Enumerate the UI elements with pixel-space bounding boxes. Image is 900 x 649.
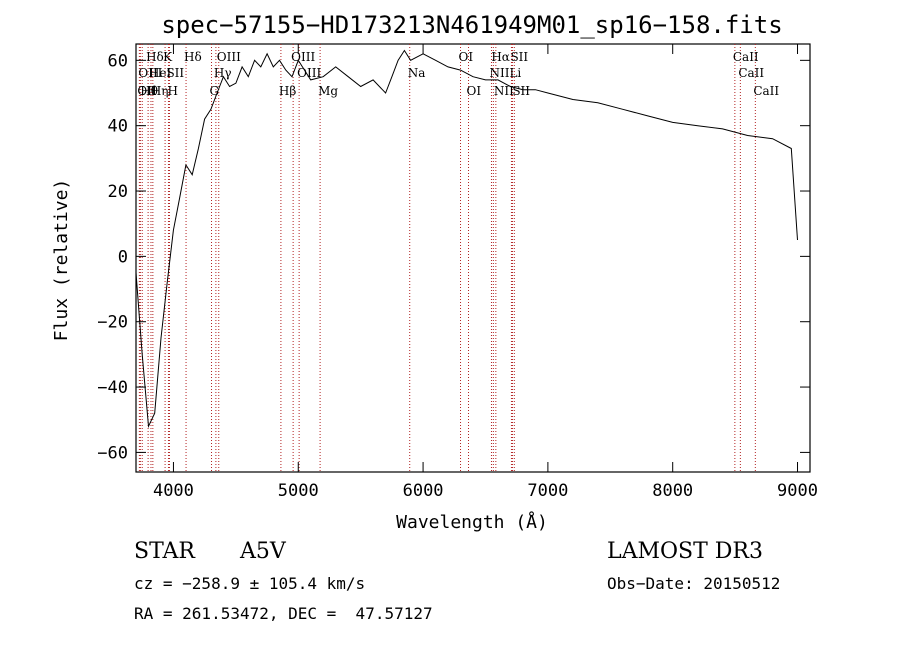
x-tick-label: 8000 xyxy=(652,481,693,501)
x-tick-label: 5000 xyxy=(278,481,319,501)
line-marker-label: HeI xyxy=(149,66,172,80)
line-marker-label: Hγ xyxy=(214,66,232,80)
line-marker-label: NII xyxy=(494,84,514,98)
y-tick-label: 60 xyxy=(108,51,128,71)
y-tick-label: 20 xyxy=(108,182,128,202)
chart-title: spec−57155−HD173213N461949M01_sp16−158.f… xyxy=(161,11,782,39)
obs-date: Obs−Date: 20150512 xyxy=(607,574,781,593)
line-marker-label: Hβ xyxy=(279,84,296,98)
line-marker-label: Li xyxy=(509,66,521,80)
line-markers xyxy=(138,44,756,472)
line-marker-label: Mg xyxy=(318,84,338,98)
line-marker-label: SII xyxy=(166,66,184,80)
line-marker-label: Na xyxy=(408,66,426,80)
line-marker-label: OII xyxy=(137,84,157,98)
line-marker-label: OI xyxy=(467,84,482,98)
line-marker-label: OIII xyxy=(291,50,315,64)
line-marker-label: CaII xyxy=(738,66,764,80)
line-marker-label: NII xyxy=(489,66,509,80)
y-tick-label: 40 xyxy=(108,117,128,137)
line-marker-label: Hη xyxy=(151,84,169,98)
spectral-subclass: A5V xyxy=(240,539,286,564)
line-marker-label: Hα xyxy=(491,50,510,64)
y-axis-label: Flux (relative) xyxy=(51,179,72,342)
object-type: STAR xyxy=(134,539,195,564)
x-tick-label: 7000 xyxy=(527,481,568,501)
line-marker-label: SII xyxy=(512,84,530,98)
x-tick-label: 4000 xyxy=(153,481,194,501)
y-tick-label: 0 xyxy=(118,247,128,267)
line-marker-label: Hδ xyxy=(146,50,164,64)
line-marker-label: OIII xyxy=(138,66,162,80)
coordinates: RA = 261.53472, DEC = 47.57127 xyxy=(134,604,433,623)
x-tick-label: 9000 xyxy=(777,481,818,501)
spectrum-line xyxy=(135,49,798,429)
line-marker-label: SII xyxy=(510,50,528,64)
line-marker-label: Hθ xyxy=(140,84,158,98)
line-marker-label: OIII xyxy=(297,66,321,80)
y-tick-label: −20 xyxy=(97,313,128,333)
x-tick-label: 6000 xyxy=(403,481,444,501)
line-marker-label: Hδ xyxy=(184,50,202,64)
line-marker-label: OIII xyxy=(217,50,241,64)
line-marker-label: CaII xyxy=(733,50,759,64)
line-marker-label: OI xyxy=(459,50,474,64)
x-axis-label: Wavelength (Å) xyxy=(396,511,548,533)
redshift-readout: cz = −258.9 ± 105.4 km/s xyxy=(134,574,366,593)
y-tick-label: −40 xyxy=(97,378,128,398)
y-tick-label: −60 xyxy=(97,443,128,463)
line-marker-label: H xyxy=(167,84,177,98)
line-marker-label: K xyxy=(163,50,173,64)
line-marker-label: G xyxy=(210,84,220,98)
axis-ticks: 4000 5000 6000 7000 8000 9000 −60 −40 −20 0 20 40 60 xyxy=(97,44,818,501)
survey-label: LAMOST DR3 xyxy=(607,539,763,564)
line-marker-label: CaII xyxy=(753,84,779,98)
plot-frame xyxy=(135,43,811,473)
